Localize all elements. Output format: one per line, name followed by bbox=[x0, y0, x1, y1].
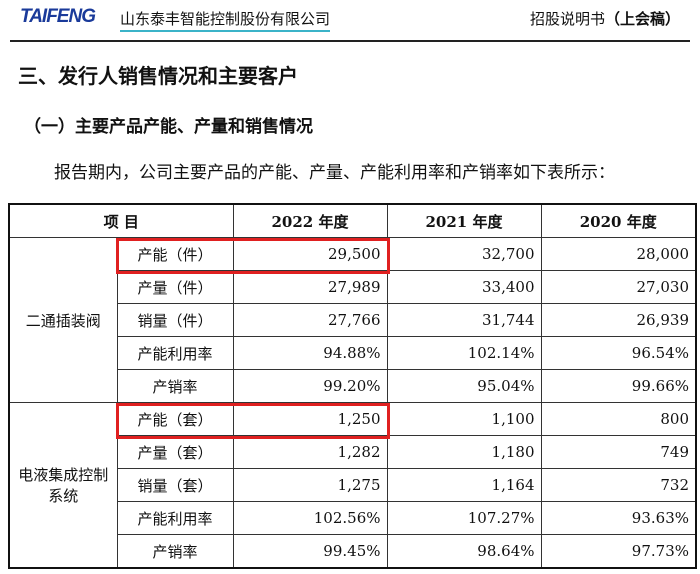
metric-value: 94.88% bbox=[232, 336, 388, 370]
doc-type-text: 招股说明书 bbox=[529, 10, 605, 28]
metric-value: 102.14% bbox=[386, 336, 542, 370]
metric-value: 26,939 bbox=[540, 303, 697, 337]
metric-value: 27,030 bbox=[540, 270, 697, 304]
table-row: 产量（套） 1,282 1,180 749 bbox=[9, 435, 697, 469]
header-item: 项 目 bbox=[8, 203, 234, 238]
header-divider bbox=[10, 40, 690, 42]
metric-label: 销量（套） bbox=[116, 468, 234, 502]
table-row: 产销率 99.45% 98.64% 97.73% bbox=[9, 534, 697, 569]
table-row: 销量（套） 1,275 1,164 732 bbox=[9, 468, 697, 502]
metric-label: 产销率 bbox=[116, 534, 234, 569]
metric-value: 99.45% bbox=[232, 534, 388, 569]
intro-paragraph: 报告期内，公司主要产品的产能、产量、产能利用率和产销率如下表所示： bbox=[54, 163, 615, 183]
metric-value: 1,164 bbox=[386, 468, 542, 502]
metric-value: 32,700 bbox=[386, 237, 542, 271]
metric-label: 产量（件） bbox=[116, 270, 234, 304]
metric-value: 107.27% bbox=[386, 501, 542, 535]
table-row: 产量（件） 27,989 33,400 27,030 bbox=[9, 270, 697, 304]
metric-value: 102.56% bbox=[232, 501, 388, 535]
header-2022: 2022 年度 bbox=[232, 203, 388, 238]
metric-value: 1,100 bbox=[386, 402, 542, 436]
highlight-box bbox=[116, 238, 390, 274]
metric-value: 93.63% bbox=[540, 501, 697, 535]
metric-label: 产销率 bbox=[116, 369, 234, 403]
metric-label: 产量（套） bbox=[116, 435, 234, 469]
capacity-table: 项 目 2022 年度 2021 年度 2020 年度 二通插装阀 产能（件） 29… bbox=[8, 203, 697, 569]
metric-value: 27,989 bbox=[232, 270, 388, 304]
table-row: 产能利用率 94.88% 102.14% 96.54% bbox=[9, 336, 697, 370]
metric-label: 产能（套） bbox=[116, 402, 234, 436]
highlight-box bbox=[116, 403, 390, 439]
metric-value: 31,744 bbox=[386, 303, 542, 337]
header-2021: 2021 年度 bbox=[386, 203, 542, 238]
metric-value: 1,282 bbox=[232, 435, 388, 469]
metric-value: 800 bbox=[540, 402, 697, 436]
metric-label: 产能利用率 bbox=[116, 336, 234, 370]
table-row: 产销率 99.20% 95.04% 99.66% bbox=[9, 369, 697, 403]
section-title: 三、发行人销售情况和主要客户 bbox=[18, 64, 298, 88]
doc-status-text: （上会稿） bbox=[604, 10, 680, 28]
metric-value: 1,180 bbox=[386, 435, 542, 469]
metric-value: 98.64% bbox=[386, 534, 542, 569]
metric-value: 99.66% bbox=[540, 369, 697, 403]
table-row: 二通插装阀 产能（件） 29,500 32,700 28,000 bbox=[8, 237, 697, 403]
metric-value: 99.20% bbox=[232, 369, 388, 403]
company-name: 山东泰丰智能控制股份有限公司 bbox=[120, 8, 331, 32]
product-group: 电液集成控制系统 bbox=[8, 402, 118, 569]
product-group: 二通插装阀 bbox=[8, 237, 118, 403]
metric-value: 97.73% bbox=[540, 534, 697, 569]
metric-value: 749 bbox=[540, 435, 697, 469]
metric-label: 产能（件） bbox=[116, 237, 234, 271]
page-header: TAIFENG 山东泰丰智能控制股份有限公司 招股说明书（上会稿） bbox=[0, 0, 700, 42]
table-row: 产能利用率 102.56% 107.27% 93.63% bbox=[9, 501, 697, 535]
metric-value: 1,275 bbox=[232, 468, 388, 502]
metric-value: 33,400 bbox=[386, 270, 542, 304]
table-header-row: 项 目 2022 年度 2021 年度 2020 年度 bbox=[8, 203, 697, 238]
document-type: 招股说明书（上会稿） bbox=[530, 8, 680, 29]
company-logo: TAIFENG bbox=[20, 6, 96, 27]
metric-label: 销量（件） bbox=[116, 303, 234, 337]
subsection-title: （一）主要产品产能、产量和销售情况 bbox=[24, 117, 313, 137]
metric-label: 产能利用率 bbox=[116, 501, 234, 535]
metric-value: 95.04% bbox=[386, 369, 542, 403]
metric-value: 27,766 bbox=[232, 303, 388, 337]
table-row: 销量（件） 27,766 31,744 26,939 bbox=[9, 303, 697, 337]
metric-value: 28,000 bbox=[540, 237, 697, 271]
metric-value: 732 bbox=[540, 468, 697, 502]
metric-value: 96.54% bbox=[540, 336, 697, 370]
header-2020: 2020 年度 bbox=[540, 203, 697, 238]
